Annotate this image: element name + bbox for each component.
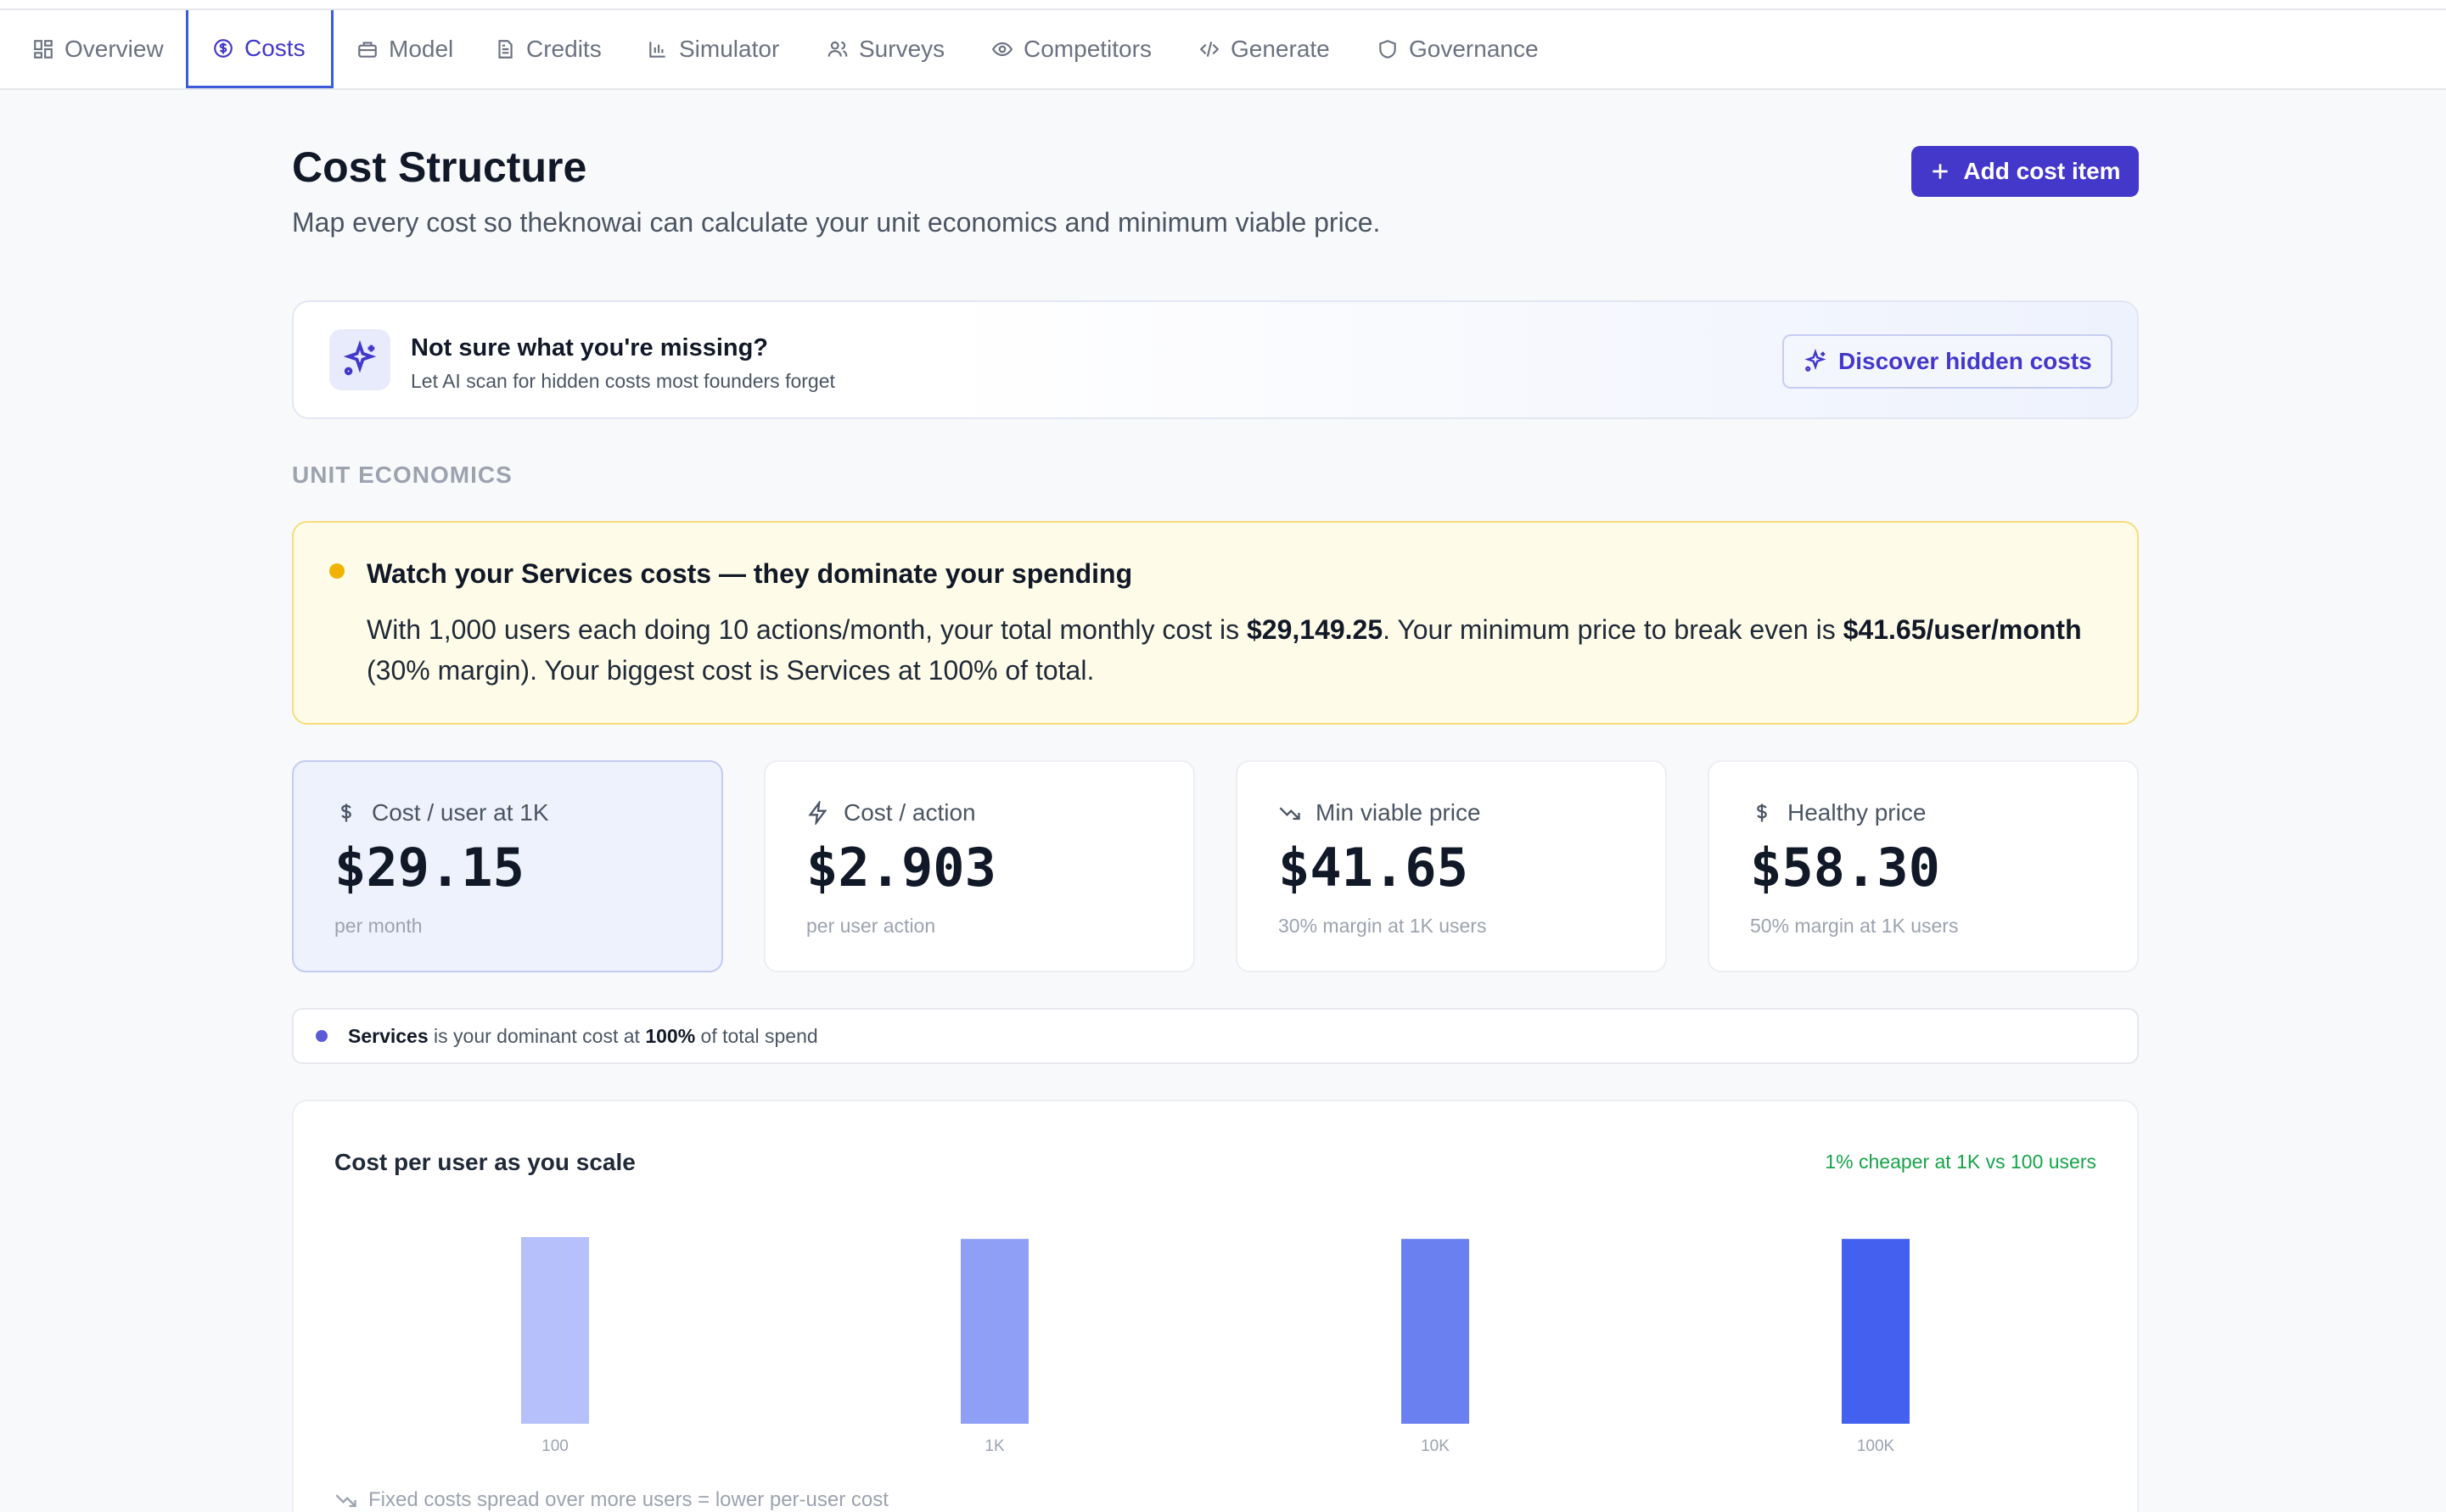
metric-subtext: 50% margin at 1K users <box>1750 915 1959 937</box>
dominant-category: Services <box>348 1024 429 1047</box>
tab-label: Costs <box>244 34 306 61</box>
dominant-text: is your dominant cost at <box>428 1024 646 1047</box>
add-cost-item-button[interactable]: Add cost item <box>1911 146 2139 197</box>
tab-label: Competitors <box>1024 36 1152 62</box>
window-top-edge <box>0 0 2446 10</box>
metric-label-text: Cost / user at 1K <box>372 799 549 826</box>
tab-generate[interactable]: Generate <box>1175 10 1354 88</box>
warning-text: (30% margin). Your biggest cost is Servi… <box>367 655 1095 686</box>
dollar-icon <box>1757 804 1767 822</box>
ai-hidden-costs-card: Not sure what you're missing? Let AI sca… <box>292 300 2139 419</box>
ai-card-title: Not sure what you're missing? <box>411 334 769 361</box>
tab-label: Overview <box>65 36 164 62</box>
briefcase-icon <box>358 42 377 58</box>
chart-footnote-text: Fixed costs spread over more users = low… <box>368 1488 889 1511</box>
document-icon <box>498 40 513 59</box>
page-title: Cost Structure <box>292 143 587 191</box>
metric-value: $58.30 <box>1750 837 1940 899</box>
bar-10k[interactable] <box>1401 1239 1469 1424</box>
warning-text: . Your minimum price to break even is <box>1383 614 1843 645</box>
dominant-percent: 100% <box>645 1024 696 1047</box>
cost-per-user-chart-card: Cost per user as you scale 1% cheaper at… <box>292 1100 2139 1512</box>
x-tick-label: 100 <box>541 1437 569 1455</box>
tab-bar: Overview Costs Model Credits Simulator S… <box>0 10 2446 90</box>
bar-100k[interactable] <box>1842 1239 1910 1424</box>
metric-card-min-viable-price: Min viable price $41.65 30% margin at 1K… <box>1236 760 1667 972</box>
plus-icon <box>1933 164 1949 179</box>
warning-text: With 1,000 users each doing 10 actions/m… <box>367 614 1247 645</box>
bar-chart: 100 1K 10K 100K <box>521 1237 1910 1455</box>
warning-title: Watch your Services costs — they dominat… <box>367 558 1133 589</box>
metric-card-cost-per-user: Cost / user at 1K $29.15 per month <box>292 760 723 972</box>
metric-label: Cost / user at 1K <box>334 799 549 826</box>
x-tick-label: 10K <box>1421 1437 1450 1455</box>
metric-label-text: Cost / action <box>844 799 976 826</box>
metric-subtext: per month <box>334 915 423 937</box>
metric-subtext: 30% margin at 1K users <box>1278 915 1487 937</box>
add-cost-item-label: Add cost item <box>1963 158 2121 184</box>
sparkles-icon <box>1804 349 1826 372</box>
metric-label-text: Healthy price <box>1787 799 1927 826</box>
tab-label: Governance <box>1409 36 1539 62</box>
shield-icon <box>1379 40 1396 59</box>
tab-simulator[interactable]: Simulator <box>623 10 803 88</box>
tab-competitors[interactable]: Competitors <box>968 10 1175 88</box>
metric-value: $2.903 <box>806 837 996 899</box>
tab-label: Generate <box>1231 36 1330 62</box>
dominant-cost-banner: Services is your dominant cost at 100% o… <box>292 1008 2139 1064</box>
warning-total-cost: $29,149.25 <box>1246 614 1383 645</box>
grid-icon <box>34 40 53 59</box>
sparkles-icon <box>329 329 390 390</box>
metric-card-healthy-price: Healthy price $58.30 50% margin at 1K us… <box>1708 760 2139 972</box>
discover-button-label: Discover hidden costs <box>1838 348 2092 374</box>
users-icon <box>827 41 848 57</box>
dominant-cost-dot <box>316 1030 328 1042</box>
section-label-unit-economics: UNIT ECONOMICS <box>292 462 513 488</box>
trend-down-icon <box>1279 807 1300 820</box>
metric-label: Healthy price <box>1750 799 1926 826</box>
tab-costs[interactable]: Costs <box>186 10 334 88</box>
metric-subtext: per user action <box>806 915 936 937</box>
tab-governance[interactable]: Governance <box>1353 10 1562 88</box>
metric-label: Cost / action <box>806 799 976 826</box>
chart-title: Cost per user as you scale <box>334 1149 636 1175</box>
tab-label: Surveys <box>859 36 945 62</box>
metric-label-text: Min viable price <box>1316 799 1481 826</box>
tab-overview[interactable]: Overview <box>8 10 188 88</box>
dominant-text: of total spend <box>695 1024 818 1047</box>
code-icon <box>1199 42 1220 57</box>
dollar-circle-icon <box>214 38 233 58</box>
chart-savings-note: 1% cheaper at 1K vs 100 users <box>1825 1151 2096 1173</box>
tab-label: Model <box>389 36 454 62</box>
bar-1k[interactable] <box>961 1239 1029 1424</box>
ai-card-subtitle: Let AI scan for hidden costs most founde… <box>411 370 835 392</box>
warning-dot <box>329 563 345 579</box>
bar-chart-icon <box>649 42 665 58</box>
tab-credits[interactable]: Credits <box>470 10 626 88</box>
page-subtitle: Map every cost so theknowai can calculat… <box>292 207 1381 238</box>
trend-down-icon <box>335 1494 356 1508</box>
dominant-cost-text: Services is your dominant cost at 100% o… <box>348 1025 818 1048</box>
metric-card-cost-per-action: Cost / action $2.903 per user action <box>764 760 1195 972</box>
warning-body: With 1,000 users each doing 10 actions/m… <box>367 609 2098 691</box>
eye-icon <box>991 42 1013 57</box>
chart-footnote: Fixed costs spread over more users = low… <box>334 1488 889 1512</box>
x-tick-label: 100K <box>1857 1437 1895 1455</box>
warning-min-price: $41.65/user/month <box>1843 614 2082 645</box>
tab-model[interactable]: Model <box>333 10 477 88</box>
tab-label: Credits <box>526 36 602 62</box>
discover-hidden-costs-button[interactable]: Discover hidden costs <box>1782 334 2112 389</box>
lightning-icon <box>808 801 827 825</box>
tab-surveys[interactable]: Surveys <box>803 10 968 88</box>
metric-value: $41.65 <box>1278 837 1468 899</box>
tab-label: Simulator <box>679 36 780 62</box>
warning-callout: Watch your Services costs — they dominat… <box>292 521 2139 725</box>
metric-label: Min viable price <box>1278 799 1481 826</box>
bar-100[interactable] <box>521 1237 589 1424</box>
metric-value: $29.15 <box>334 837 525 899</box>
x-tick-label: 1K <box>985 1437 1005 1455</box>
dollar-icon <box>341 804 351 822</box>
